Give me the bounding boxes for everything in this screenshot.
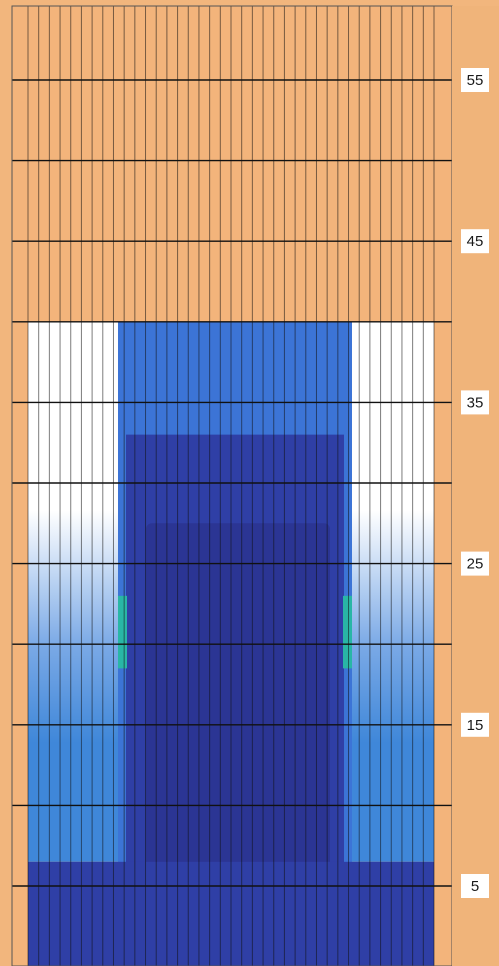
tick-label-box: [461, 551, 489, 576]
right-accent-strip: [343, 595, 352, 669]
tick-label-box: [461, 229, 489, 254]
tick-label-box: [461, 68, 489, 92]
tick-strip: [452, 6, 499, 966]
y-tick-label: 25: [467, 556, 484, 573]
y-tick-label: 5: [471, 878, 479, 895]
left-accent-strip: [118, 595, 127, 669]
tick-label-box: [461, 712, 489, 737]
tick-label-box: [461, 390, 489, 415]
y-tick-label: 45: [467, 233, 484, 250]
y-tick-label: 35: [467, 394, 484, 411]
y-tick-label: 15: [467, 717, 484, 734]
tick-label-box: [461, 874, 489, 898]
y-tick-label: 55: [467, 72, 484, 89]
